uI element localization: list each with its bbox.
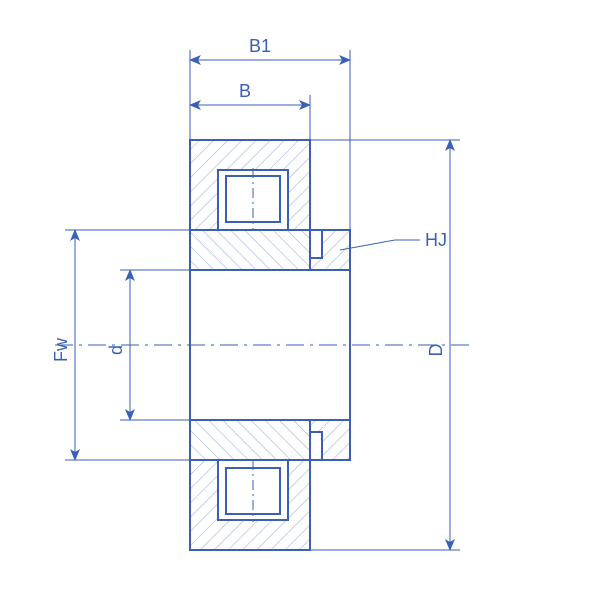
inner-ring-lower — [190, 420, 310, 460]
label-hj: HJ — [425, 230, 447, 250]
bearing-cross-section: B1 B HJ D d Fw — [0, 0, 600, 600]
hj-ring-upper — [310, 230, 350, 270]
inner-ring-upper — [190, 230, 310, 270]
label-b: B — [239, 81, 251, 101]
label-D: D — [426, 344, 446, 357]
label-b1: B1 — [249, 36, 271, 56]
label-d-small: d — [106, 345, 126, 355]
label-fw: Fw — [51, 337, 71, 362]
hj-ring-lower — [310, 420, 350, 460]
